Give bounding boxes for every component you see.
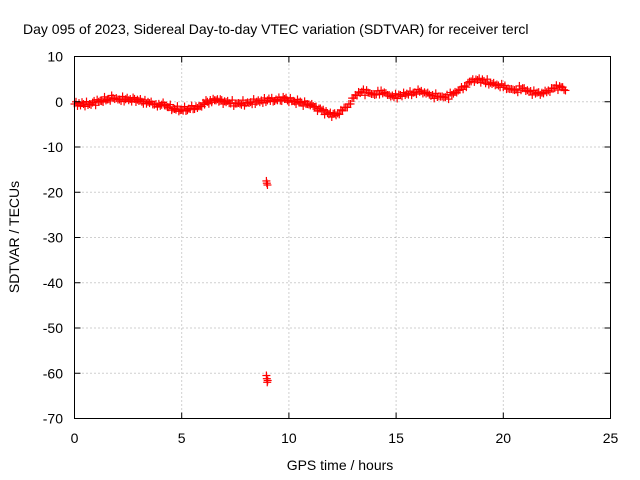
y-tick-label: -70 [43, 411, 63, 427]
y-tick-label: -30 [43, 230, 63, 246]
x-tick-label: 20 [496, 430, 512, 446]
x-tick-label: 15 [388, 430, 404, 446]
y-tick-labels: -70 -60 -50 -40 -30 -20 -10 0 10 [43, 49, 63, 427]
y-tick-label: -50 [43, 320, 63, 336]
outlier-point [262, 179, 271, 188]
x-tick-labels: 0 5 10 15 20 25 [71, 430, 619, 446]
series-main [70, 74, 570, 121]
data-point [462, 83, 471, 92]
y-tick-label: 10 [47, 49, 63, 65]
data-point [129, 93, 138, 102]
x-tick-label: 5 [178, 430, 186, 446]
y-tick-label: -40 [43, 275, 63, 291]
grid-lines [74, 56, 611, 419]
data-point [346, 99, 355, 108]
y-tick-label: 0 [55, 94, 63, 110]
y-tick-label: -60 [43, 365, 63, 381]
series-outliers [262, 176, 272, 387]
y-tick-label: -10 [43, 139, 63, 155]
x-tick-label: 25 [603, 430, 619, 446]
y-axis-title: SDTVAR / TECUs [6, 181, 22, 293]
outlier-point [263, 376, 272, 385]
data-points [70, 74, 570, 387]
y-tick-label: -20 [43, 184, 63, 200]
data-point [560, 85, 569, 94]
data-point [444, 95, 453, 104]
data-point [561, 86, 570, 95]
x-axis-title: GPS time / hours [287, 457, 394, 473]
data-point [97, 97, 106, 106]
axis-ticks [74, 56, 611, 419]
chart-title: Day 095 of 2023, Sidereal Day-to-day VTE… [23, 21, 529, 37]
outlier-point [263, 181, 272, 190]
x-tick-label: 10 [281, 430, 297, 446]
x-tick-label: 0 [71, 430, 79, 446]
data-point [216, 95, 225, 104]
